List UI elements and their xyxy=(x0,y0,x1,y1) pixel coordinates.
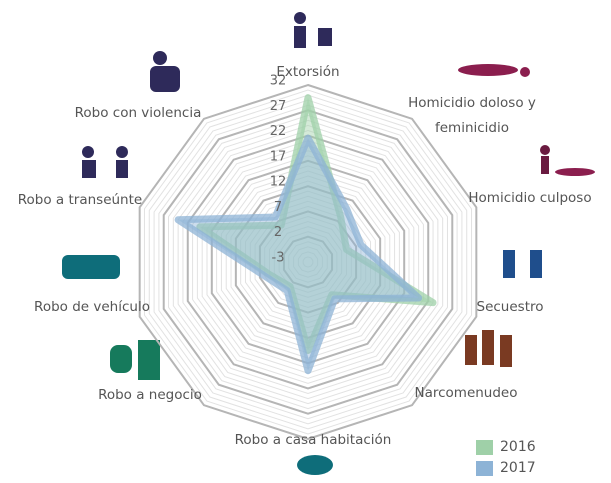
legend-swatch xyxy=(476,461,493,476)
category-label: Homicidio culposo xyxy=(468,190,592,206)
grid-line xyxy=(186,134,430,390)
legend-swatch xyxy=(476,440,493,455)
category-label: Robo con violencia xyxy=(74,105,202,121)
category-label: Robo a transeúnte xyxy=(17,192,143,208)
r-tick-label: 12 xyxy=(270,175,287,190)
minor-ring xyxy=(177,124,439,400)
minor-ring xyxy=(158,104,458,420)
category-label: Robo de vehículo xyxy=(34,299,150,315)
minor-ring xyxy=(182,129,434,395)
grid-line xyxy=(282,235,334,289)
category-label: Secuestro xyxy=(476,299,544,315)
category-label: Extorsión xyxy=(276,64,340,80)
minor-ring xyxy=(192,140,424,384)
minor-ring xyxy=(269,221,347,303)
icons xyxy=(62,12,595,475)
series-area xyxy=(196,94,437,354)
grid-line xyxy=(258,210,358,314)
r-tick-label: 32 xyxy=(270,74,287,89)
minor-ring xyxy=(244,195,372,329)
r-tick-label: 2 xyxy=(274,225,282,240)
minor-ring xyxy=(293,246,323,278)
r-tick-label: -3 xyxy=(272,251,285,266)
series-area xyxy=(174,134,423,375)
legend-label: 2016 xyxy=(500,439,536,455)
r-tick-label: 7 xyxy=(274,200,282,215)
r-tick-label: 22 xyxy=(270,124,287,139)
category-label: Narcomenudeo xyxy=(414,385,518,401)
minor-ring xyxy=(278,231,338,293)
minor-ring xyxy=(143,89,473,435)
minor-ring xyxy=(273,226,343,298)
minor-ring xyxy=(172,119,444,405)
minor-ring xyxy=(302,256,314,268)
legend-label: 2017 xyxy=(500,460,536,476)
minor-ring xyxy=(288,241,328,283)
r-tick-label: 17 xyxy=(270,149,287,164)
minor-ring xyxy=(196,145,420,379)
minor-ring xyxy=(148,94,468,430)
minor-ring xyxy=(297,251,319,273)
grid-line xyxy=(162,109,454,415)
minor-ring xyxy=(153,99,463,425)
category-label: Homicidio doloso y feminicidio xyxy=(408,95,536,136)
minor-ring xyxy=(168,114,448,410)
grid-line xyxy=(138,83,478,441)
r-tick-label: 27 xyxy=(270,99,287,114)
category-label: Robo a casa habitación xyxy=(234,432,392,448)
category-label: Robo a negocio xyxy=(98,387,202,403)
